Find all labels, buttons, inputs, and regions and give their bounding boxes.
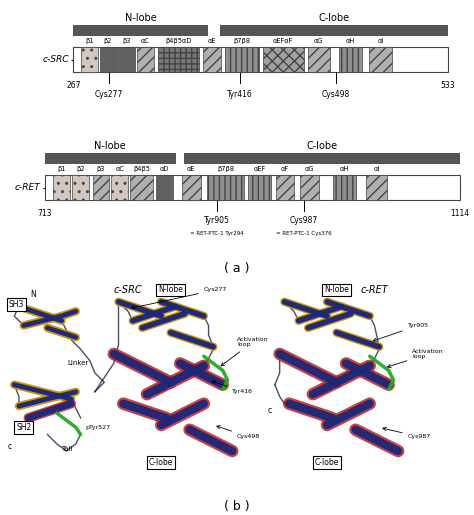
Text: αI: αI xyxy=(377,38,383,44)
Text: αH: αH xyxy=(346,38,355,44)
Text: SH2: SH2 xyxy=(16,423,31,432)
Text: Activation
loop: Activation loop xyxy=(387,349,444,368)
Bar xyxy=(93,175,109,200)
Text: pTyr527: pTyr527 xyxy=(85,425,110,430)
Text: ( a ): ( a ) xyxy=(224,262,250,276)
Text: αH: αH xyxy=(340,166,349,172)
Text: C-lobe: C-lobe xyxy=(306,141,337,151)
Text: ( b ): ( b ) xyxy=(224,500,250,512)
Bar xyxy=(207,175,244,200)
Bar xyxy=(263,47,304,72)
Text: Cys987: Cys987 xyxy=(290,215,319,225)
Bar xyxy=(130,175,153,200)
Bar xyxy=(72,175,89,200)
Bar xyxy=(276,175,294,200)
Text: αG: αG xyxy=(314,38,323,44)
Bar xyxy=(73,25,208,36)
Bar xyxy=(111,175,128,200)
Text: = RET-PTC-1 Cys376: = RET-PTC-1 Cys376 xyxy=(276,231,332,236)
Text: αI: αI xyxy=(374,166,380,172)
Text: c-RET: c-RET xyxy=(361,285,388,295)
Text: N-lobe: N-lobe xyxy=(324,285,349,295)
Bar xyxy=(225,47,259,72)
Text: Tyr416: Tyr416 xyxy=(212,381,253,394)
Text: N-lobe: N-lobe xyxy=(125,13,157,23)
Bar xyxy=(53,175,70,200)
Text: αE: αE xyxy=(208,38,216,44)
Text: β1: β1 xyxy=(57,166,66,172)
Text: C-lobe: C-lobe xyxy=(318,13,349,23)
Text: αG: αG xyxy=(305,166,314,172)
Bar xyxy=(156,175,173,200)
Text: β7β8: β7β8 xyxy=(234,38,250,44)
Text: Tyr905: Tyr905 xyxy=(373,323,428,341)
Bar xyxy=(308,47,330,72)
Bar xyxy=(300,175,319,200)
Text: αD: αD xyxy=(160,166,169,172)
Text: αE: αE xyxy=(187,166,195,172)
Text: Tyr905: Tyr905 xyxy=(204,215,230,225)
Bar xyxy=(45,153,176,164)
Text: c-RET: c-RET xyxy=(15,183,40,192)
Text: 713: 713 xyxy=(38,209,52,217)
Bar xyxy=(248,175,271,200)
Text: Cys498: Cys498 xyxy=(217,425,260,439)
Text: β4β5: β4β5 xyxy=(133,166,150,172)
Text: SH3: SH3 xyxy=(9,300,24,308)
Text: C-lobe: C-lobe xyxy=(315,458,339,468)
Bar xyxy=(158,47,199,72)
Bar xyxy=(118,47,135,72)
Text: β7β8: β7β8 xyxy=(217,166,234,172)
Text: C-lobe: C-lobe xyxy=(149,458,173,468)
Bar xyxy=(369,47,392,72)
Text: Tail: Tail xyxy=(61,445,72,452)
Bar xyxy=(73,47,448,72)
Text: αEF: αEF xyxy=(254,166,266,172)
Text: c: c xyxy=(8,442,11,451)
Text: Linker: Linker xyxy=(67,360,89,366)
Bar xyxy=(45,175,460,200)
Text: αF: αF xyxy=(281,166,289,172)
Text: β2: β2 xyxy=(104,38,112,44)
Text: 1114: 1114 xyxy=(450,209,469,217)
Text: β3: β3 xyxy=(123,38,131,44)
Bar xyxy=(203,47,221,72)
Bar xyxy=(339,47,362,72)
Text: N: N xyxy=(30,290,36,299)
Text: N-lobe: N-lobe xyxy=(158,285,183,295)
Bar xyxy=(81,47,98,72)
Text: c: c xyxy=(268,406,272,415)
Text: c-SRC: c-SRC xyxy=(114,285,142,295)
Text: β3: β3 xyxy=(97,166,105,172)
Text: β2: β2 xyxy=(76,166,84,172)
Text: N-lobe: N-lobe xyxy=(94,141,126,151)
Bar xyxy=(137,47,154,72)
Text: αC: αC xyxy=(141,38,150,44)
Bar xyxy=(100,47,117,72)
Text: β1: β1 xyxy=(85,38,93,44)
Text: Tyr416: Tyr416 xyxy=(227,90,253,99)
Text: Activation
loop: Activation loop xyxy=(221,337,269,366)
Bar xyxy=(333,175,356,200)
Text: = RET-PTC-1 Tyr294: = RET-PTC-1 Tyr294 xyxy=(190,231,244,236)
Text: αEFαF: αEFαF xyxy=(273,38,293,44)
Bar xyxy=(184,153,460,164)
Text: Cys277: Cys277 xyxy=(132,287,227,309)
Text: Cys498: Cys498 xyxy=(321,90,350,99)
Text: β4β5αD: β4β5αD xyxy=(165,38,191,44)
Bar xyxy=(182,175,201,200)
Bar xyxy=(219,25,448,36)
Text: 533: 533 xyxy=(441,81,455,90)
Text: Cys987: Cys987 xyxy=(383,427,431,439)
Text: c-SRC: c-SRC xyxy=(42,55,69,64)
Text: Cys277: Cys277 xyxy=(95,90,123,99)
Text: αC: αC xyxy=(115,166,124,172)
Text: 267: 267 xyxy=(66,81,81,90)
Bar xyxy=(366,175,387,200)
